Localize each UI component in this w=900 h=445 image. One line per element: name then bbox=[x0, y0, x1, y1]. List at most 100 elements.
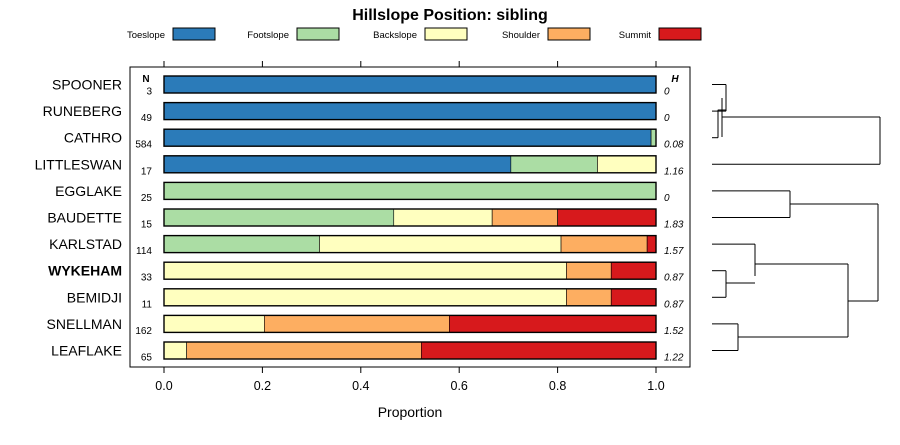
category-labels: SPOONER RUNEBERG CATHRO LITTLESWAN EGGLAKE BA… bbox=[35, 77, 122, 359]
x-tick-label-2: 0.4 bbox=[352, 379, 369, 393]
plot-frame bbox=[129, 66, 691, 368]
legend-swatch-shoulder bbox=[547, 27, 591, 41]
bar-outline-egglake bbox=[163, 181, 657, 201]
bar-segment-baudette-backslope bbox=[393, 208, 493, 227]
bar-outline-littleswan bbox=[163, 155, 657, 174]
chart-title: Hillslope Position: sibling bbox=[352, 7, 548, 24]
bar-outline-baudette bbox=[163, 208, 657, 227]
h-header: H bbox=[671, 74, 679, 85]
dendrogram bbox=[712, 84, 881, 351]
x-tick-label-5: 1.0 bbox=[647, 379, 664, 393]
h-value-baudette: 1.83 bbox=[664, 220, 684, 231]
bar-segment-karlstad-footslope bbox=[163, 235, 320, 253]
bar-outline-leaflake bbox=[163, 341, 657, 360]
h-value-leaflake: 1.22 bbox=[664, 353, 684, 364]
bar-segment-wykeham-summit bbox=[610, 261, 657, 280]
legend-swatch-toeslope bbox=[172, 27, 216, 41]
legend-label-footslope: Footslope bbox=[247, 30, 289, 41]
bar-segment-leaflake-summit bbox=[421, 341, 657, 360]
legend-swatch-summit bbox=[658, 27, 702, 41]
legend: Toeslope Footslope Backslope Shoulder Summit bbox=[127, 27, 702, 41]
h-value-littleswan: 1.16 bbox=[664, 166, 684, 177]
bar-segment-egglake-footslope bbox=[163, 182, 657, 200]
n-header: N bbox=[142, 74, 149, 85]
bar-segment-snellman-backslope bbox=[163, 315, 265, 333]
category-label-spooner: SPOONER bbox=[52, 77, 122, 93]
n-value-snellman: 162 bbox=[135, 326, 152, 337]
bar-segment-baudette-shoulder bbox=[491, 208, 558, 227]
bar-outline-snellman bbox=[163, 314, 657, 334]
bar-segment-runeberg-toeslope bbox=[163, 102, 657, 120]
category-label-bemidji: BEMIDJI bbox=[67, 289, 122, 305]
n-value-bemidji: 11 bbox=[142, 299, 153, 310]
legend-label-backslope: Backslope bbox=[373, 30, 417, 41]
bar-segment-wykeham-backslope bbox=[163, 261, 567, 280]
category-label-littleswan: LITTLESWAN bbox=[35, 156, 122, 172]
h-value-cathro: 0.08 bbox=[664, 140, 684, 151]
n-value-runeberg: 49 bbox=[141, 113, 153, 124]
bar-segment-littleswan-toeslope bbox=[163, 155, 512, 174]
category-label-runeberg: RUNEBERG bbox=[43, 103, 122, 119]
category-label-egglake: EGGLAKE bbox=[55, 183, 122, 199]
h-labels: 0 0 0.08 1.16 0 1.83 1.57 0.87 0.87 1.52 1.22 bbox=[664, 87, 684, 364]
legend-label-summit: Summit bbox=[619, 30, 652, 41]
bar-segment-littleswan-footslope bbox=[510, 155, 598, 174]
category-label-baudette: BAUDETTE bbox=[47, 210, 122, 226]
n-value-baudette: 15 bbox=[141, 220, 153, 231]
bar-segment-karlstad-shoulder bbox=[560, 235, 648, 253]
h-value-karlstad: 1.57 bbox=[664, 246, 684, 257]
bar-outline-wykeham bbox=[163, 261, 657, 280]
bar-segment-baudette-summit bbox=[557, 208, 657, 227]
bar-segment-bemidji-summit bbox=[610, 288, 657, 307]
x-tick-label-3: 0.6 bbox=[451, 379, 468, 393]
h-value-bemidji: 0.87 bbox=[664, 299, 684, 310]
h-value-snellman: 1.52 bbox=[664, 326, 684, 337]
legend-swatch-backslope bbox=[424, 27, 468, 41]
bar-segment-karlstad-backslope bbox=[319, 235, 562, 253]
n-value-wykeham: 33 bbox=[141, 273, 153, 284]
category-label-snellman: SNELLMAN bbox=[47, 316, 122, 332]
bar-outline-bemidji bbox=[163, 288, 657, 307]
x-tick-label-1: 0.2 bbox=[254, 379, 271, 393]
bar-segment-spooner-toeslope bbox=[163, 75, 657, 94]
h-value-runeberg: 0 bbox=[664, 113, 670, 124]
bar-segment-baudette-footslope bbox=[163, 208, 395, 227]
h-value-spooner: 0 bbox=[664, 87, 670, 98]
bars bbox=[163, 75, 657, 360]
n-value-littleswan: 17 bbox=[141, 166, 153, 177]
bar-segment-leaflake-shoulder bbox=[186, 341, 422, 360]
legend-swatch-footslope bbox=[296, 27, 340, 41]
bar-segment-cathro-footslope bbox=[650, 128, 657, 147]
bar-segment-karlstad-summit bbox=[646, 235, 657, 253]
n-value-leaflake: 65 bbox=[141, 353, 153, 364]
bar-segment-littleswan-backslope bbox=[597, 155, 657, 174]
category-label-karlstad: KARLSTAD bbox=[49, 236, 122, 252]
legend-label-shoulder: Shoulder bbox=[502, 30, 540, 41]
x-axis-title: Proportion bbox=[378, 404, 443, 420]
category-label-cathro: CATHRO bbox=[64, 130, 122, 146]
n-value-egglake: 25 bbox=[141, 193, 153, 204]
n-value-spooner: 3 bbox=[146, 87, 152, 98]
h-value-wykeham: 0.87 bbox=[664, 273, 684, 284]
bar-outline-cathro bbox=[163, 128, 657, 147]
n-labels: 3 49 584 17 25 15 114 33 11 162 65 bbox=[135, 87, 152, 364]
bar-outline-spooner bbox=[163, 75, 657, 94]
bar-segment-bemidji-shoulder bbox=[566, 288, 612, 307]
x-tick-label-0: 0.0 bbox=[155, 379, 172, 393]
bar-outline-karlstad bbox=[163, 234, 657, 254]
h-value-egglake: 0 bbox=[664, 193, 670, 204]
category-label-wykeham: WYKEHAM bbox=[48, 263, 122, 279]
x-axis: 0.0 0.2 0.4 0.6 0.8 1.0 bbox=[155, 61, 665, 393]
x-tick-label-4: 0.8 bbox=[549, 379, 566, 393]
legend-label-toeslope: Toeslope bbox=[127, 30, 165, 41]
n-value-cathro: 584 bbox=[135, 140, 152, 151]
bar-segment-leaflake-backslope bbox=[163, 341, 187, 360]
bar-outline-runeberg bbox=[163, 101, 657, 121]
category-label-leaflake: LEAFLAKE bbox=[51, 343, 122, 359]
bar-segment-wykeham-shoulder bbox=[566, 261, 612, 280]
bar-segment-cathro-toeslope bbox=[163, 128, 652, 147]
n-value-karlstad: 114 bbox=[136, 246, 152, 257]
bar-segment-snellman-shoulder bbox=[264, 315, 450, 333]
bar-segment-bemidji-backslope bbox=[163, 288, 567, 307]
